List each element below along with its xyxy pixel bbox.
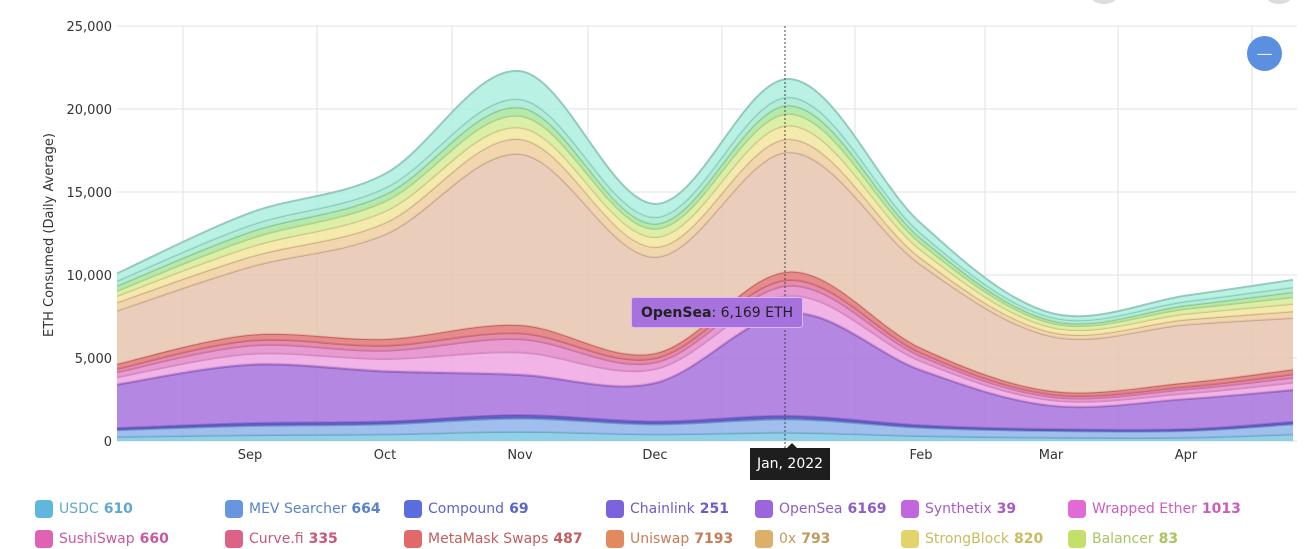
x-axis-tooltip: Jan, 2022: [750, 443, 830, 480]
x-tick-label: Oct: [374, 448, 396, 463]
legend-item-opensea[interactable]: OpenSea 6169: [755, 499, 886, 519]
legend-label: OpenSea: [779, 501, 843, 517]
line-other-3: [116, 70, 1294, 318]
legend-value: 820: [1014, 531, 1044, 547]
tooltip-value: : 6,169 ETH: [711, 304, 794, 321]
legend-swatch: [404, 500, 422, 518]
legend-value: 335: [308, 531, 338, 547]
legend-label: MEV Searcher: [249, 501, 347, 517]
legend-swatch: [404, 530, 422, 548]
area-uniswap[interactable]: [117, 152, 1293, 393]
legend-item-balancer[interactable]: Balancer 83: [1068, 529, 1178, 549]
area-layers: [116, 70, 1294, 441]
x-tick-label: Sep: [238, 448, 263, 463]
legend-swatch: [1068, 500, 1086, 518]
y-tick-label: 20,000: [67, 103, 113, 118]
y-tick-label: 5,000: [75, 352, 112, 367]
legend-swatch: [901, 500, 919, 518]
legend-swatch: [35, 530, 53, 548]
legend-item-metamask-swaps[interactable]: MetaMask Swaps 487: [404, 529, 583, 549]
area-other-3[interactable]: [117, 70, 1293, 321]
area-strongblock[interactable]: [117, 125, 1293, 336]
legend-value: 83: [1158, 531, 1179, 547]
y-tick-label: 0: [104, 435, 112, 450]
legend-value: 251: [699, 501, 729, 517]
y-axis-label: ETH Consumed (Daily Average): [42, 133, 57, 337]
legend-label: Uniswap: [630, 531, 690, 547]
y-axis-ticks: 0 5,000 10,000 15,000 20,000 25,000: [67, 20, 113, 450]
area-balancer[interactable]: [117, 113, 1293, 331]
legend-label: StrongBlock: [925, 531, 1010, 547]
legend-label: 0x: [779, 531, 797, 547]
stacked-area-chart: 0 5,000 10,000 15,000 20,000 25,000 Sep Oct Nov…: [42, 20, 1297, 463]
legend-swatch: [225, 500, 243, 518]
legend-label: Wrapped Ether: [1092, 501, 1197, 517]
top-control-circle-2[interactable]: [1266, 0, 1292, 4]
legend-item-0x[interactable]: 0x 793: [755, 529, 830, 549]
y-tick-label: 10,000: [67, 269, 113, 284]
legend-value: 7193: [694, 531, 734, 547]
legend-value: 793: [801, 531, 831, 547]
legend-label: Synthetix: [925, 501, 992, 517]
legend-value: 39: [996, 501, 1017, 517]
legend-item-sushiswap[interactable]: SushiSwap 660: [35, 529, 169, 549]
legend-item-synthetix[interactable]: Synthetix 39: [901, 499, 1016, 519]
legend-swatch: [755, 500, 773, 518]
area-0x[interactable]: [117, 139, 1293, 340]
legend-swatch: [755, 530, 773, 548]
legend-label: Curve.fi: [249, 531, 304, 547]
legend-value: 660: [139, 531, 169, 547]
legend-item-chainlink[interactable]: Chainlink 251: [606, 499, 729, 519]
x-tick-label: Dec: [642, 448, 667, 463]
legend-label: Chainlink: [630, 501, 695, 517]
x-tick-label: Feb: [909, 448, 932, 463]
legend-label: SushiSwap: [59, 531, 135, 547]
x-tick-label: Mar: [1039, 448, 1064, 463]
x-axis-ticks: Sep Oct Nov Dec Feb Mar Apr: [238, 448, 1198, 463]
x-tick-label: Nov: [507, 448, 533, 463]
legend-item-wrapped-ether[interactable]: Wrapped Ether 1013: [1068, 499, 1241, 519]
legend-label: USDC: [59, 501, 99, 517]
legend-item-curve-fi[interactable]: Curve.fi 335: [225, 529, 338, 549]
legend-label: MetaMask Swaps: [428, 531, 549, 547]
legend-value: 487: [553, 531, 583, 547]
legend-item-mev-searcher[interactable]: MEV Searcher 664: [225, 499, 381, 519]
area-wrapped-ether[interactable]: [117, 295, 1293, 407]
legend-value: 69: [509, 501, 529, 517]
zoom-out-button[interactable]: —: [1247, 36, 1282, 71]
legend-value: 6169: [847, 501, 887, 517]
legend-swatch: [1068, 530, 1086, 548]
legend-item-compound[interactable]: Compound 69: [404, 499, 529, 519]
legend-value: 610: [103, 501, 133, 517]
legend-label: Compound: [428, 501, 505, 517]
area-opensea[interactable]: [117, 313, 1293, 430]
legend-label: Balancer: [1092, 531, 1154, 547]
tooltip-series: OpenSea: [641, 304, 712, 321]
y-tick-label: 15,000: [67, 186, 113, 201]
legend-value: 664: [351, 501, 381, 517]
series-tooltip: OpenSea: 6,169 ETH: [631, 297, 804, 328]
legend-item-uniswap[interactable]: Uniswap 7193: [606, 529, 733, 549]
legend-swatch: [606, 530, 624, 548]
legend-swatch: [35, 500, 53, 518]
legend-swatch: [225, 530, 243, 548]
legend-item-strongblock[interactable]: StrongBlock 820: [901, 529, 1043, 549]
y-tick-label: 25,000: [67, 20, 113, 35]
legend-value: 1013: [1201, 501, 1241, 517]
minus-icon: —: [1256, 44, 1273, 63]
legend-swatch: [606, 500, 624, 518]
top-control-circle-1[interactable]: [1091, 0, 1117, 4]
legend: USDC 610 MEV Searcher 664 Compound 69 Chainlin…: [0, 496, 1312, 548]
legend-item-usdc[interactable]: USDC 610: [35, 499, 133, 519]
legend-swatch: [901, 530, 919, 548]
x-tick-label: Apr: [1175, 448, 1198, 463]
